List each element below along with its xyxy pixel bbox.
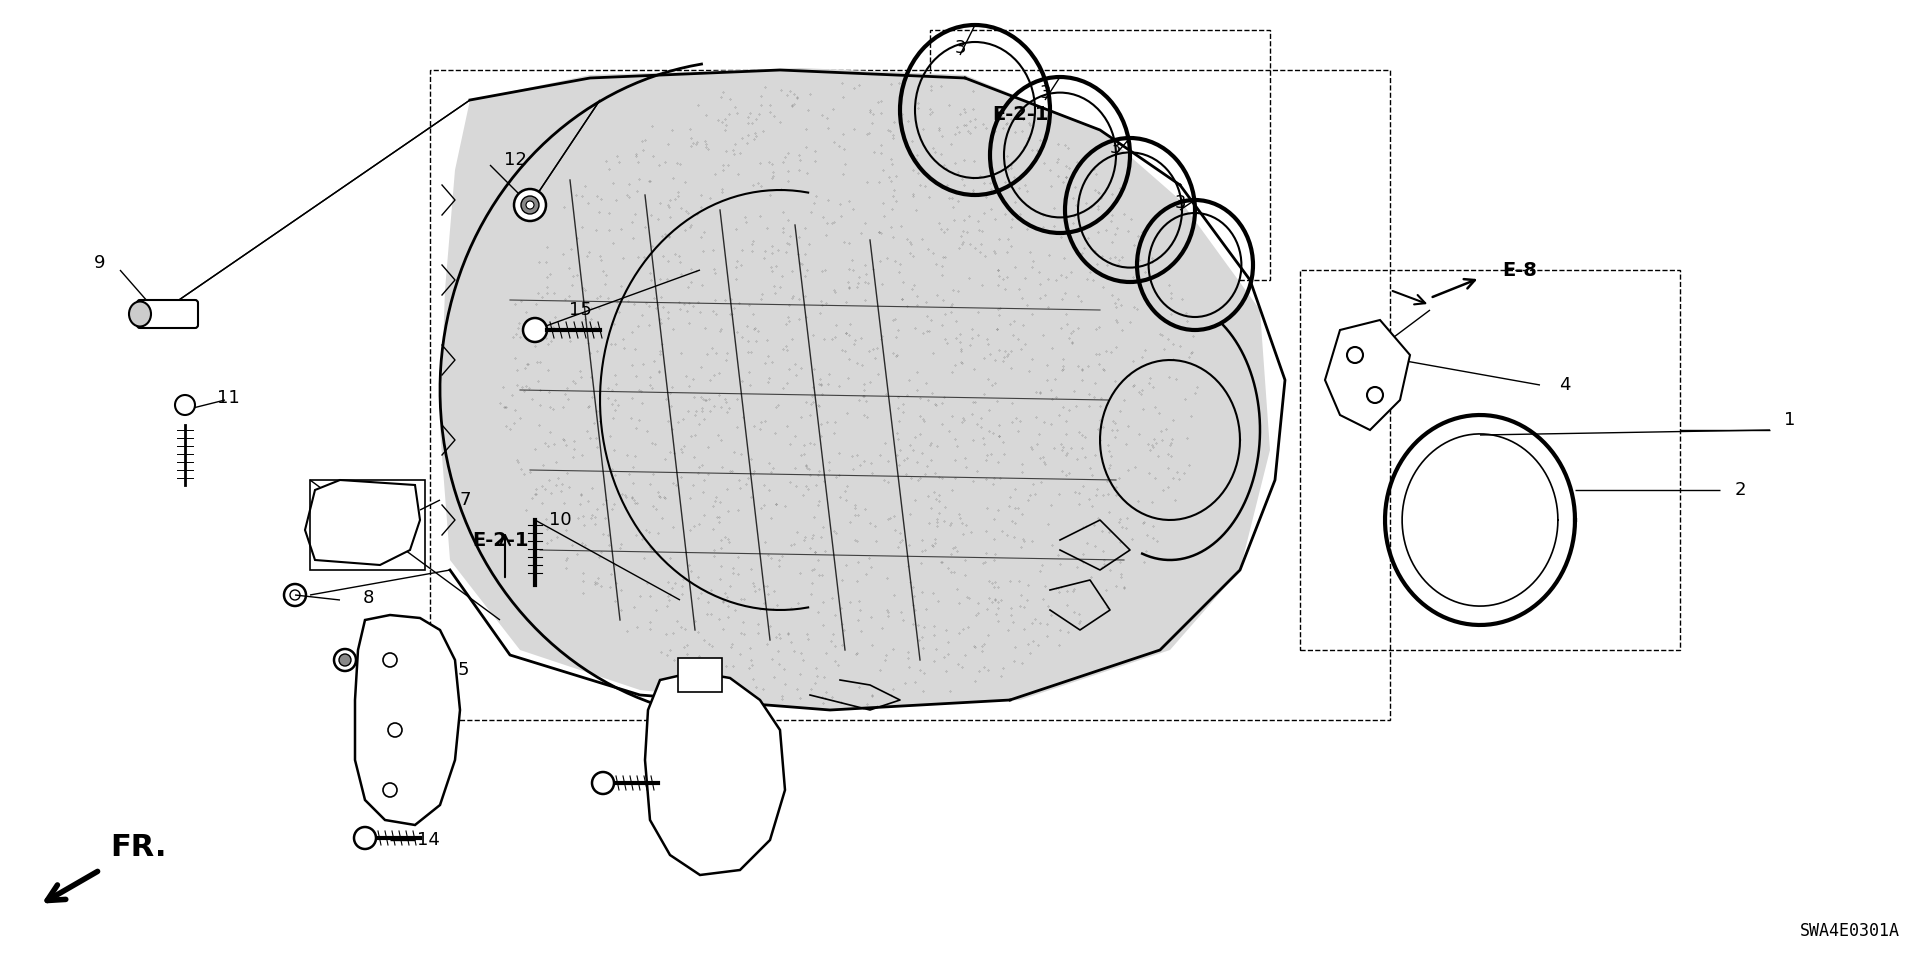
Text: 6: 6	[762, 739, 774, 757]
Text: FR.: FR.	[109, 833, 167, 862]
Ellipse shape	[353, 827, 376, 849]
Text: 5: 5	[457, 661, 468, 679]
Text: 1: 1	[1784, 411, 1795, 429]
Text: 12: 12	[503, 151, 526, 169]
Polygon shape	[305, 480, 420, 565]
Text: E-8: E-8	[1503, 261, 1538, 279]
Text: 9: 9	[94, 254, 106, 272]
Bar	[430, 70, 1390, 720]
Text: 3: 3	[1175, 194, 1187, 212]
Bar	[929, 30, 1269, 280]
Text: 3: 3	[1110, 139, 1121, 157]
Ellipse shape	[515, 189, 545, 221]
Text: 11: 11	[217, 389, 240, 407]
Ellipse shape	[591, 772, 614, 794]
Text: 7: 7	[459, 491, 470, 509]
Polygon shape	[440, 68, 1269, 710]
Text: E-2-1: E-2-1	[472, 530, 528, 550]
Text: 15: 15	[568, 301, 591, 319]
Text: 13: 13	[701, 779, 724, 797]
Polygon shape	[1325, 320, 1409, 430]
Text: 2: 2	[1734, 481, 1745, 499]
Text: 14: 14	[417, 831, 440, 849]
Bar	[309, 480, 424, 570]
Text: 8: 8	[363, 589, 374, 607]
Bar	[1300, 270, 1680, 650]
Polygon shape	[355, 615, 461, 825]
Text: 4: 4	[1559, 376, 1571, 394]
Text: E-2-1: E-2-1	[993, 105, 1048, 125]
FancyBboxPatch shape	[678, 658, 722, 692]
Text: SWA4E0301A: SWA4E0301A	[1801, 922, 1901, 940]
Ellipse shape	[129, 301, 152, 326]
Text: 3: 3	[1039, 84, 1050, 102]
Text: 3: 3	[954, 39, 966, 57]
Ellipse shape	[522, 318, 547, 342]
Polygon shape	[645, 672, 785, 875]
Ellipse shape	[520, 196, 540, 214]
Ellipse shape	[340, 654, 351, 666]
Text: 12: 12	[390, 646, 413, 664]
Ellipse shape	[526, 201, 534, 209]
Ellipse shape	[334, 649, 355, 671]
FancyBboxPatch shape	[136, 300, 198, 328]
Ellipse shape	[175, 395, 196, 415]
Text: 10: 10	[549, 511, 572, 529]
